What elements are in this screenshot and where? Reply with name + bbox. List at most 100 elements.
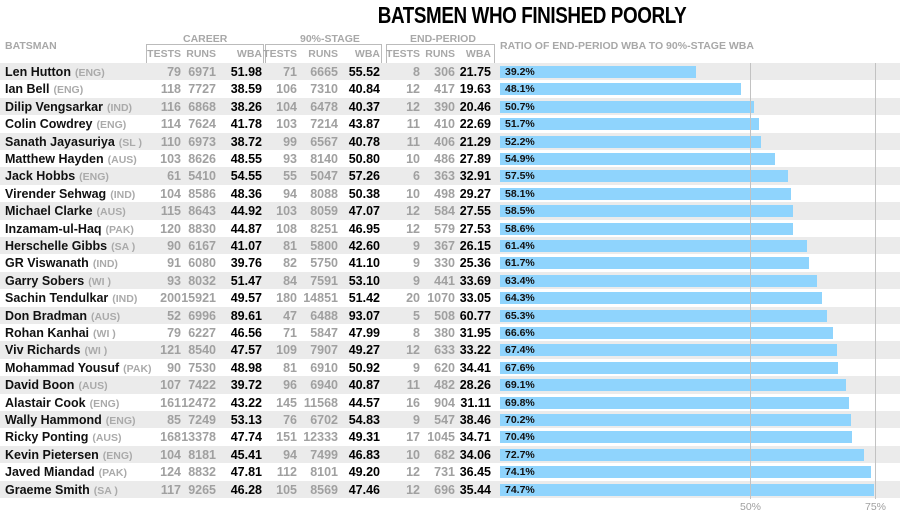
stage90-tests: 151 bbox=[276, 430, 297, 445]
end-tests: 10 bbox=[406, 186, 420, 201]
ratio-label: 48.1% bbox=[505, 83, 535, 96]
stage90-tests: 81 bbox=[283, 360, 297, 375]
country: (IND) bbox=[110, 188, 136, 201]
table-row: Sachin Tendulkar (IND) 200 15921 49.57 180 148… bbox=[0, 289, 900, 306]
career-runs: 8832 bbox=[188, 465, 216, 480]
stage90-wba: 44.57 bbox=[348, 395, 380, 410]
stage90-runs: 6478 bbox=[310, 99, 338, 114]
stage90-runs: 8569 bbox=[310, 482, 338, 497]
career-tests: 61 bbox=[167, 169, 181, 184]
ratio-label: 50.7% bbox=[505, 100, 535, 113]
end-runs: 1045 bbox=[427, 430, 455, 445]
stage90-tests: 81 bbox=[283, 239, 297, 253]
end-tests: 12 bbox=[406, 343, 420, 358]
stage90-group-box bbox=[265, 44, 382, 63]
end-tests: 11 bbox=[406, 117, 420, 132]
country: (WI ) bbox=[84, 345, 108, 358]
ratio-label: 67.6% bbox=[505, 361, 535, 374]
career-wba: 48.36 bbox=[230, 186, 262, 201]
batsman-name: Kevin Pietersen (ENG) bbox=[5, 447, 133, 464]
ratio-label: 70.4% bbox=[505, 431, 535, 444]
ratio-label: 39.2% bbox=[505, 66, 535, 78]
ratio-bar bbox=[500, 187, 791, 200]
batsman-name: Alastair Cook (ENG) bbox=[5, 395, 119, 412]
stage90-tests: 94 bbox=[283, 186, 297, 201]
stage90-wba: 57.26 bbox=[348, 169, 380, 184]
table-row: GR Viswanath (IND) 91 6080 39.76 82 5750 41.10 9… bbox=[0, 254, 900, 271]
stage90-runs: 11568 bbox=[303, 395, 338, 410]
ratio-bar bbox=[500, 379, 846, 392]
ratio-label: 65.3% bbox=[505, 309, 535, 322]
end-runs: 417 bbox=[434, 82, 455, 97]
end-tests: 10 bbox=[406, 447, 420, 462]
end-wba: 33.22 bbox=[459, 343, 491, 358]
batsman-name: Mohammad Yousuf (PAK) bbox=[5, 360, 152, 377]
end-runs: 410 bbox=[434, 117, 455, 132]
career-wba: 47.74 bbox=[230, 430, 262, 445]
name: Dilip Vengsarkar bbox=[5, 99, 103, 114]
end-wba: 27.89 bbox=[459, 152, 491, 166]
batsman-name: Colin Cowdrey (ENG) bbox=[5, 116, 126, 133]
tick-75: 75% bbox=[865, 501, 887, 513]
name: Matthew Hayden bbox=[5, 152, 104, 166]
career-runs: 13378 bbox=[181, 430, 216, 445]
ratio-bar bbox=[500, 361, 838, 374]
end-wba: 25.36 bbox=[459, 256, 491, 271]
career-runs: 8643 bbox=[188, 204, 216, 219]
end-tests: 11 bbox=[406, 134, 420, 149]
batsman-name: Garry Sobers (WI ) bbox=[5, 273, 111, 290]
table-row: Mohammad Yousuf (PAK) 90 7530 48.98 81 6910 50.… bbox=[0, 359, 900, 376]
end-wba: 22.69 bbox=[459, 117, 491, 132]
career-tests: 104 bbox=[160, 186, 181, 201]
batsman-name: Virender Sehwag (IND) bbox=[5, 186, 135, 203]
stage90-wba: 93.07 bbox=[348, 308, 380, 323]
table-row: Ian Bell (ENG) 118 7727 38.59 106 7310 40.84 12 4… bbox=[0, 80, 900, 97]
career-wba: 43.22 bbox=[230, 395, 262, 410]
ratio-label: 54.9% bbox=[505, 153, 535, 165]
name: Wally Hammond bbox=[5, 413, 102, 427]
career-wba: 44.87 bbox=[230, 221, 262, 236]
table-row: Virender Sehwag (IND) 104 8586 48.36 94 8088 50… bbox=[0, 185, 900, 202]
table-row: Inzamam-ul-Haq (PAK) 120 8830 44.87 108 8251 46… bbox=[0, 220, 900, 237]
table-row: Herschelle Gibbs (SA ) 90 6167 41.07 81 5800 42… bbox=[0, 237, 900, 255]
stage90-tests: 94 bbox=[283, 447, 297, 462]
ratio-bar bbox=[500, 414, 851, 426]
subheader-runs: RUNS bbox=[425, 48, 455, 60]
end-wba: 27.53 bbox=[459, 221, 491, 236]
subheader-runs: RUNS bbox=[308, 48, 338, 60]
ratio-bar bbox=[500, 344, 837, 357]
stage90-tests: 71 bbox=[283, 326, 297, 340]
career-tests: 117 bbox=[160, 482, 181, 497]
career-wba: 89.61 bbox=[230, 308, 262, 323]
country: (WI ) bbox=[93, 328, 116, 340]
table-row: Graeme Smith (SA ) 117 9265 46.28 105 8569 47.4… bbox=[0, 480, 900, 498]
career-tests: 110 bbox=[160, 134, 181, 149]
stage90-tests: 180 bbox=[276, 291, 297, 306]
career-runs: 7422 bbox=[188, 378, 216, 393]
end-runs: 584 bbox=[434, 204, 455, 219]
ratio-bar bbox=[500, 170, 788, 183]
end-tests: 12 bbox=[406, 221, 420, 236]
subheader-tests: TESTS bbox=[263, 48, 297, 60]
ratio-bar bbox=[500, 205, 793, 218]
end-wba: 32.91 bbox=[459, 169, 491, 184]
stage90-runs: 8101 bbox=[310, 465, 338, 480]
stage90-tests: 103 bbox=[276, 204, 297, 219]
stage90-runs: 14851 bbox=[303, 291, 338, 306]
end-tests: 12 bbox=[406, 482, 420, 497]
career-tests: 118 bbox=[160, 82, 181, 97]
career-wba: 47.81 bbox=[230, 465, 262, 480]
ratio-bar bbox=[500, 396, 849, 409]
ratio-label: 58.5% bbox=[505, 205, 535, 218]
end-wba: 38.46 bbox=[459, 413, 491, 427]
table-row: Alastair Cook (ENG) 161 12472 43.22 145 11568 4… bbox=[0, 394, 900, 411]
batsman-name: Len Hutton (ENG) bbox=[5, 64, 105, 81]
career-wba: 46.28 bbox=[230, 482, 262, 497]
country: (SL ) bbox=[118, 136, 142, 149]
stage90-tests: 96 bbox=[283, 378, 297, 393]
table-row: Len Hutton (ENG) 79 6971 51.98 71 6665 55.52 8 30… bbox=[0, 63, 900, 81]
name: Sanath Jayasuriya bbox=[5, 134, 115, 149]
stage90-runs: 5047 bbox=[310, 169, 338, 184]
career-wba: 38.72 bbox=[230, 134, 262, 149]
end-runs: 498 bbox=[434, 186, 455, 201]
